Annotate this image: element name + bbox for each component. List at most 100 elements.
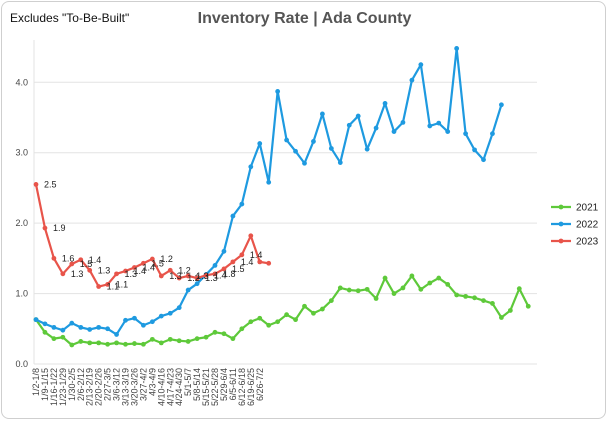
point-2021	[221, 331, 227, 337]
point-2022	[194, 281, 200, 287]
point-2022	[355, 113, 361, 119]
x-tick-label: 2/27-3/5	[103, 368, 113, 401]
point-2021	[78, 339, 84, 344]
legend-marker-2023	[558, 238, 564, 244]
point-2021	[149, 336, 155, 342]
point-2022	[364, 146, 370, 152]
point-2021	[346, 287, 352, 293]
point-2021	[123, 341, 128, 347]
point-2022	[42, 321, 48, 327]
point-2021	[60, 334, 66, 340]
point-2021	[114, 340, 119, 346]
x-tick-label: 2/13-2/19	[85, 368, 95, 406]
data-label-2023: 1.4	[241, 257, 254, 267]
point-2021	[525, 303, 531, 309]
point-2021	[51, 336, 57, 342]
data-label-2023: 1.9	[53, 223, 66, 233]
point-2023	[123, 268, 128, 274]
point-2022	[221, 248, 227, 254]
point-2023	[60, 271, 66, 277]
x-tick-label: 1/30-2/5	[67, 368, 77, 401]
data-label-2023: 1.4	[142, 263, 155, 273]
point-2021	[373, 296, 379, 301]
point-2022	[409, 77, 415, 83]
point-2021	[400, 285, 406, 291]
legend-label-2023: 2023	[576, 237, 599, 248]
point-2022	[33, 317, 39, 323]
point-2022	[158, 313, 164, 319]
point-2023	[105, 282, 110, 287]
point-2023	[203, 272, 209, 278]
x-tick-label: 1/9-1/15	[40, 368, 50, 401]
data-label-2023: 1.4	[214, 270, 227, 280]
point-2021	[194, 336, 200, 342]
point-2021	[203, 334, 209, 340]
data-label-2023: 1.2	[160, 254, 173, 264]
point-2022	[481, 157, 486, 163]
point-2023	[114, 271, 119, 277]
legend-marker-2021	[558, 204, 564, 210]
data-label-2023: 1.3	[71, 269, 84, 279]
x-tick-label: 6/5-6/11	[228, 368, 238, 400]
x-tick-label: 4/10-4/16	[156, 368, 166, 406]
point-2021	[320, 306, 325, 312]
point-2023	[132, 265, 137, 270]
point-2022	[445, 129, 451, 134]
x-tick-label: 2/20-2/26	[94, 368, 104, 406]
data-label-2023: 1.5	[151, 258, 164, 268]
point-2022	[69, 320, 75, 326]
x-tick-label: 5/29-6/4	[219, 368, 229, 401]
point-2021	[463, 293, 468, 299]
y-tick-label: 4.0	[15, 77, 28, 87]
point-2021	[355, 288, 361, 294]
point-2021	[158, 340, 164, 346]
point-2021	[302, 303, 307, 309]
data-label-2023: 1.3	[98, 265, 111, 275]
point-2022	[212, 262, 218, 268]
point-2022	[382, 100, 388, 106]
point-2021	[311, 310, 316, 316]
point-2021	[409, 273, 415, 279]
x-tick-label: 6/19-6/25	[246, 368, 256, 406]
point-2023	[266, 260, 272, 266]
point-2023	[96, 284, 102, 289]
point-2021	[230, 336, 236, 342]
point-2023	[69, 261, 75, 267]
x-tick-label: 3/13-3/19	[121, 368, 131, 406]
x-tick-label: 2/6-2/12	[76, 368, 86, 401]
point-2021	[284, 312, 289, 318]
legend-label-2021: 2021	[576, 203, 599, 214]
point-2023	[149, 256, 155, 262]
point-2022	[123, 317, 128, 323]
y-tick-label: 0.0	[15, 359, 28, 369]
point-2021	[418, 286, 424, 292]
point-2022	[284, 137, 289, 143]
point-2022	[96, 324, 102, 330]
point-2022	[114, 332, 119, 337]
point-2021	[42, 329, 48, 335]
legend-marker-2022	[558, 221, 564, 227]
point-2021	[248, 319, 254, 325]
y-tick-label: 3.0	[15, 148, 28, 158]
point-2022	[275, 89, 281, 94]
point-2023	[248, 233, 254, 239]
point-2022	[176, 305, 182, 311]
point-2022	[60, 327, 66, 333]
point-2022	[78, 324, 84, 330]
point-2023	[87, 267, 93, 273]
point-2023	[230, 259, 236, 265]
point-2022	[328, 146, 334, 151]
data-label-2023: 1.3	[205, 273, 218, 283]
point-2022	[490, 131, 495, 137]
data-label-2023: 1.4	[89, 255, 102, 265]
data-label-2023: 1.1	[107, 282, 120, 292]
data-label-2023: 1.3	[169, 271, 182, 281]
point-2022	[311, 139, 316, 144]
data-label-2023: 1.2	[187, 273, 200, 283]
point-2021	[141, 341, 146, 347]
point-2022	[400, 120, 406, 125]
point-2022	[302, 160, 307, 166]
y-tick-label: 1.0	[15, 289, 28, 299]
legend-label-2022: 2022	[576, 220, 599, 231]
